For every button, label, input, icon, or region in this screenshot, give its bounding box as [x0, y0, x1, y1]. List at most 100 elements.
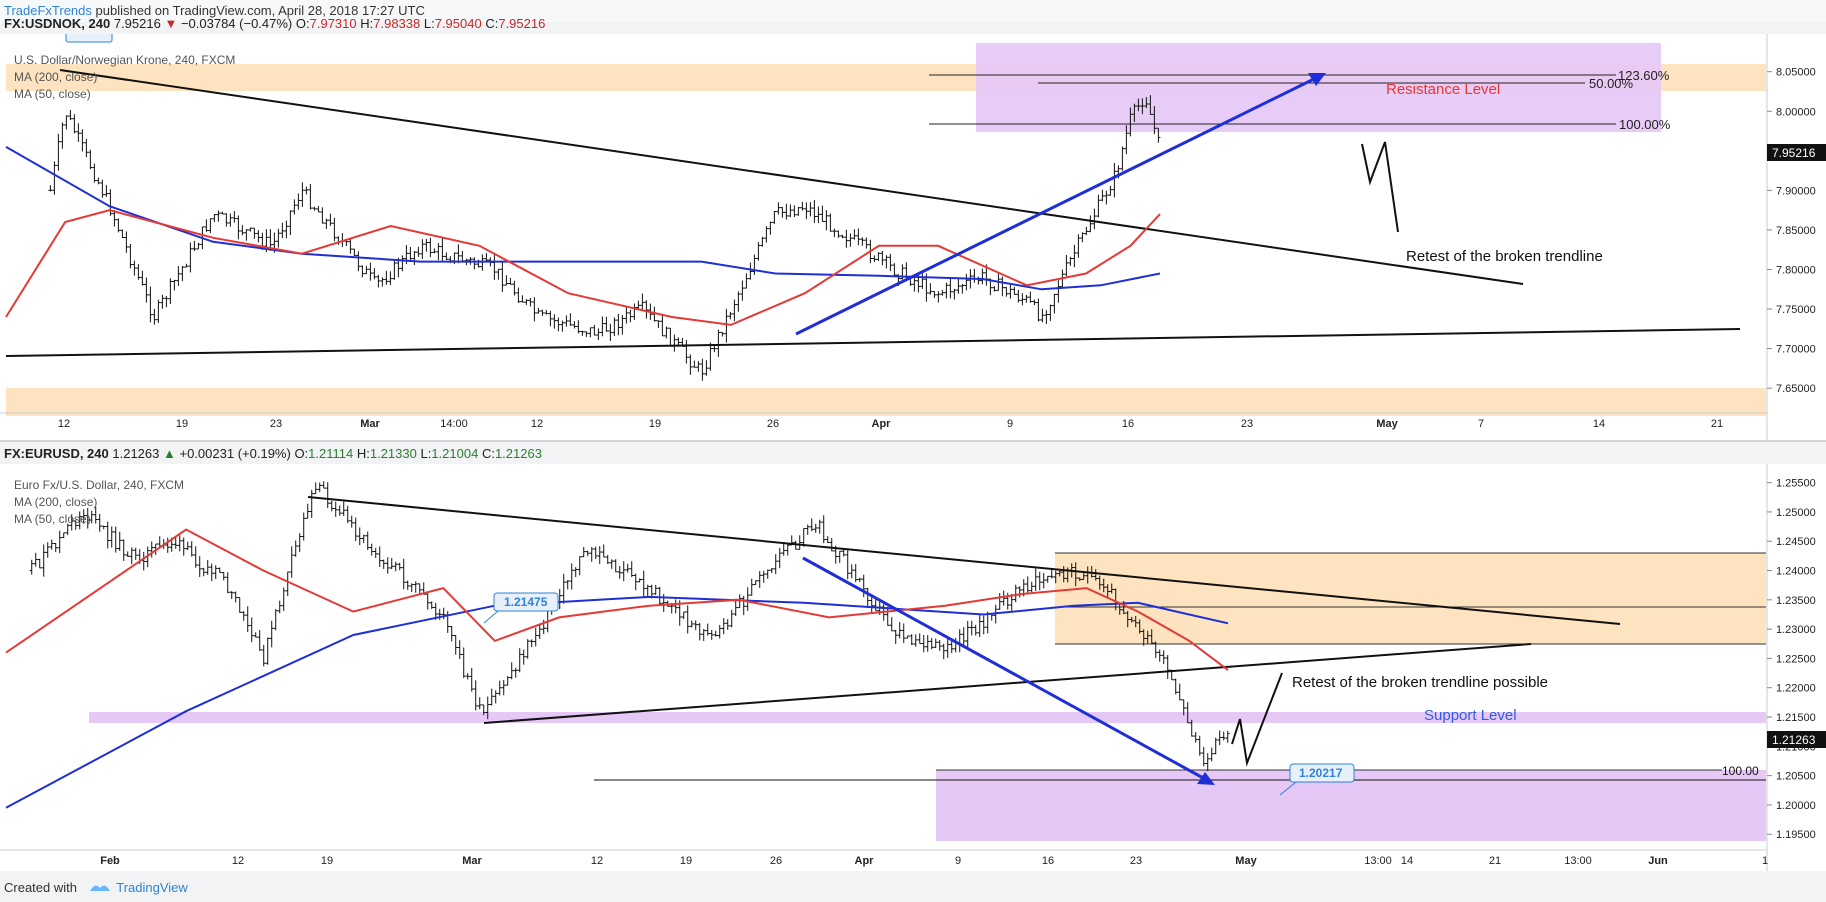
y-tick-label: 1.20000 [1776, 800, 1816, 812]
usdnok-symbol[interactable]: FX:USDNOK, 240 [4, 16, 111, 31]
fib-123-label: 123.60% [1618, 68, 1670, 83]
close-label: C: [485, 16, 499, 31]
price-bars [48, 95, 1161, 381]
arrow-head-icon [1308, 73, 1326, 86]
eurusd-change: +0.00231 (+0.19%) [179, 446, 291, 461]
uptrend-arrow [795, 75, 1319, 336]
usdnok-chart[interactable]: 123.60% 50.00% 100.00% Resistance Level … [0, 34, 1826, 442]
x-tick-label: 9 [1007, 418, 1013, 430]
low-label: L: [420, 446, 432, 461]
ma50-legend: MA (50, close) [14, 512, 91, 526]
last-price-box [1767, 144, 1826, 161]
close-value: 7.95216 [498, 16, 546, 31]
low-callout-label: 1.21475 [504, 595, 548, 609]
x-tick-label: 19 [649, 418, 661, 430]
resistance-level-label: Resistance Level [1386, 81, 1500, 98]
high-value: 1.21330 [369, 446, 417, 461]
open-label: O: [295, 16, 310, 31]
descending-trendline [59, 69, 1524, 285]
x-tick-label: 23 [1241, 418, 1253, 430]
ascending-trendline [5, 328, 1741, 357]
low-value: 7.95040 [434, 16, 482, 31]
x-tick-label: 19 [321, 855, 333, 867]
y-tick-label: 7.90000 [1776, 185, 1816, 197]
ma50-line [5, 209, 1161, 326]
last-price-box [1767, 731, 1826, 748]
support-level-label: Support Level [1424, 707, 1517, 724]
last-price-label: 1.21263 [1772, 733, 1816, 747]
x-tick-label: 14 [1401, 855, 1413, 867]
y-tick-label: 1.24500 [1776, 536, 1816, 548]
x-tick-label: 14 [1593, 418, 1605, 430]
x-tick-label: 13:00 [1564, 855, 1592, 867]
resistance-zone [1055, 553, 1766, 644]
projection-path [1231, 672, 1283, 767]
y-tick-label: 1.20500 [1776, 771, 1816, 783]
x-tick-label: 7 [1478, 418, 1484, 430]
x-tick-label: 16 [1042, 855, 1054, 867]
y-tick-label: 7.75000 [1776, 304, 1816, 316]
x-tick-label: 12 [531, 418, 543, 430]
usdnok-ohlc-header: FX:USDNOK, 240 7.95216 ▼ −0.03784 (−0.47… [0, 14, 1826, 34]
last-price-label: 7.95216 [1772, 146, 1816, 160]
x-tick-label: 21 [1489, 855, 1501, 867]
x-tick-label: 26 [770, 855, 782, 867]
projection-path [1361, 141, 1399, 233]
y-axis: 1.25500 1.25000 1.24500 1.24000 1.23500 1.230… [1767, 478, 1816, 841]
x-tick-label: Mar [462, 855, 482, 867]
low-callout [493, 592, 559, 612]
ma50-line [5, 528, 1229, 671]
retest-label: Retest of the broken trendline possible [1292, 674, 1548, 691]
ma200-line [5, 595, 1229, 809]
support-band [89, 712, 1766, 723]
x-tick-label: 26 [767, 418, 779, 430]
eurusd-symbol[interactable]: FX:EURUSD, 240 [4, 446, 109, 461]
x-tick-label: Apr [872, 418, 892, 430]
x-tick-label: Feb [100, 855, 120, 867]
resistance-box [976, 43, 1661, 132]
x-tick-label: Mar [360, 418, 380, 430]
ma50-legend: MA (50, close) [14, 87, 91, 101]
target-callout-label: 1.20217 [1299, 766, 1343, 780]
open-value: 1.21114 [308, 446, 354, 461]
callout-stub [65, 34, 113, 43]
descending-trendline [307, 496, 1621, 625]
high-label: H: [356, 446, 370, 461]
x-tick-label: 1 [1762, 855, 1768, 867]
down-arrow-icon: ▼ [164, 16, 178, 31]
close-label: C: [481, 446, 495, 461]
x-tick-label: 23 [1130, 855, 1142, 867]
open-value: 7.97310 [309, 16, 357, 31]
fib-50-label: 50.00% [1589, 76, 1634, 91]
y-tick-label: 1.21500 [1776, 712, 1816, 724]
low-value: 1.21004 [431, 446, 479, 461]
eurusd-chart[interactable]: 100.00 Support Level Retest of the broke… [0, 464, 1826, 871]
ma200-legend: MA (200, close) [14, 495, 97, 509]
y-tick-label: 7.80000 [1776, 264, 1816, 276]
eurusd-last: 1.21263 [112, 446, 160, 461]
downtrend-arrow [802, 556, 1206, 781]
y-tick-label: 8.05000 [1776, 67, 1816, 79]
ascending-trendline [483, 643, 1532, 724]
x-tick-label: May [1235, 855, 1257, 867]
x-tick-label: 14:00 [440, 418, 468, 430]
chart-title: Euro Fx/U.S. Dollar, 240, FXCM [14, 478, 184, 492]
tradingview-link[interactable]: TradingView [116, 880, 188, 895]
x-tick-label: Apr [855, 855, 875, 867]
x-tick-label: Jun [1648, 855, 1668, 867]
open-label: O: [294, 446, 309, 461]
y-tick-label: 1.23500 [1776, 595, 1816, 607]
y-tick-label: 1.24000 [1776, 566, 1816, 578]
ma200-legend: MA (200, close) [14, 70, 97, 84]
chart-title: U.S. Dollar/Norwegian Krone, 240, FXCM [14, 53, 235, 67]
y-tick-label: 8.00000 [1776, 106, 1816, 118]
callout-pointer [1279, 781, 1297, 796]
x-tick-label: 16 [1122, 418, 1134, 430]
y-tick-label: 7.85000 [1776, 225, 1816, 237]
author-link[interactable]: TradeFxTrends [4, 3, 92, 18]
retest-label: Retest of the broken trendline [1406, 248, 1603, 265]
eurusd-ohlc-header: FX:EURUSD, 240 1.21263 ▲ +0.00231 (+0.19… [0, 444, 1826, 464]
footer: Created with TradingView [0, 873, 1826, 902]
y-tick-label: 1.23000 [1776, 624, 1816, 636]
x-tick-label: 12 [232, 855, 244, 867]
